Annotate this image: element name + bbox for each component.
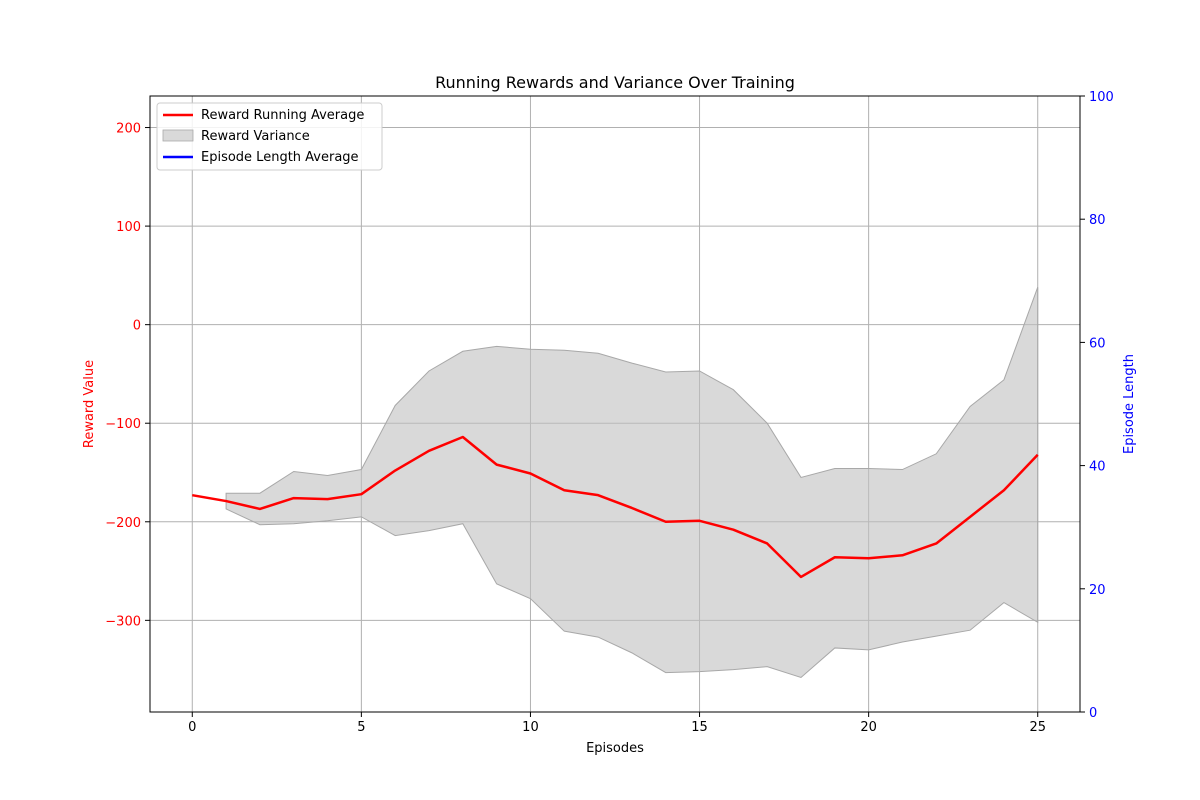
y-right-tick-label: 80 xyxy=(1089,213,1106,228)
y-right-tick-label: 60 xyxy=(1089,336,1106,351)
y-left-tick-label: 100 xyxy=(116,220,141,235)
y-left-tick-label: −300 xyxy=(105,614,141,629)
legend-label-reward-variance: Reward Variance xyxy=(201,129,310,144)
legend-box xyxy=(156,102,383,171)
y-axis-left-label: Reward Value xyxy=(82,360,97,448)
reward-variance-band xyxy=(225,287,1039,679)
x-tick-label: 20 xyxy=(860,720,877,735)
y-right-tick-label: 0 xyxy=(1089,706,1097,721)
y-left-tick-label: 200 xyxy=(116,122,141,137)
y-right-tick-label: 40 xyxy=(1089,460,1106,475)
x-axis: 0 5 10 15 20 25 xyxy=(188,712,1046,735)
reward-running-average-line xyxy=(192,435,1039,579)
x-axis-label: Episodes xyxy=(586,741,644,756)
x-tick-label: 10 xyxy=(522,720,539,735)
variance-band-layer xyxy=(225,287,1039,679)
legend-swatch-reward-variance xyxy=(162,129,194,142)
legend-label-episode-length-average: Episode Length Average xyxy=(201,150,359,165)
plot-frame xyxy=(149,95,1081,713)
y-axis-right-label: Episode Length xyxy=(1122,354,1137,454)
y-right-tick-label: 100 xyxy=(1089,90,1114,105)
legend: Reward Running Average Reward Variance E… xyxy=(156,102,383,171)
y-left-tick-label: 0 xyxy=(133,319,141,334)
y-axis-right: 0 20 40 60 80 100 xyxy=(1080,90,1114,721)
y-left-tick-label: −200 xyxy=(105,516,141,531)
reward-line-layer xyxy=(192,435,1039,579)
y-axis-left: −300 −200 −100 0 100 200 xyxy=(105,122,150,629)
x-tick-label: 5 xyxy=(357,720,365,735)
y-right-tick-label: 20 xyxy=(1089,583,1106,598)
chart-title: Running Rewards and Variance Over Traini… xyxy=(435,73,795,92)
x-tick-label: 25 xyxy=(1029,720,1046,735)
x-tick-label: 15 xyxy=(691,720,708,735)
x-tick-label: 0 xyxy=(188,720,196,735)
y-left-tick-label: −100 xyxy=(105,417,141,432)
legend-label-reward-running-average: Reward Running Average xyxy=(201,108,364,123)
